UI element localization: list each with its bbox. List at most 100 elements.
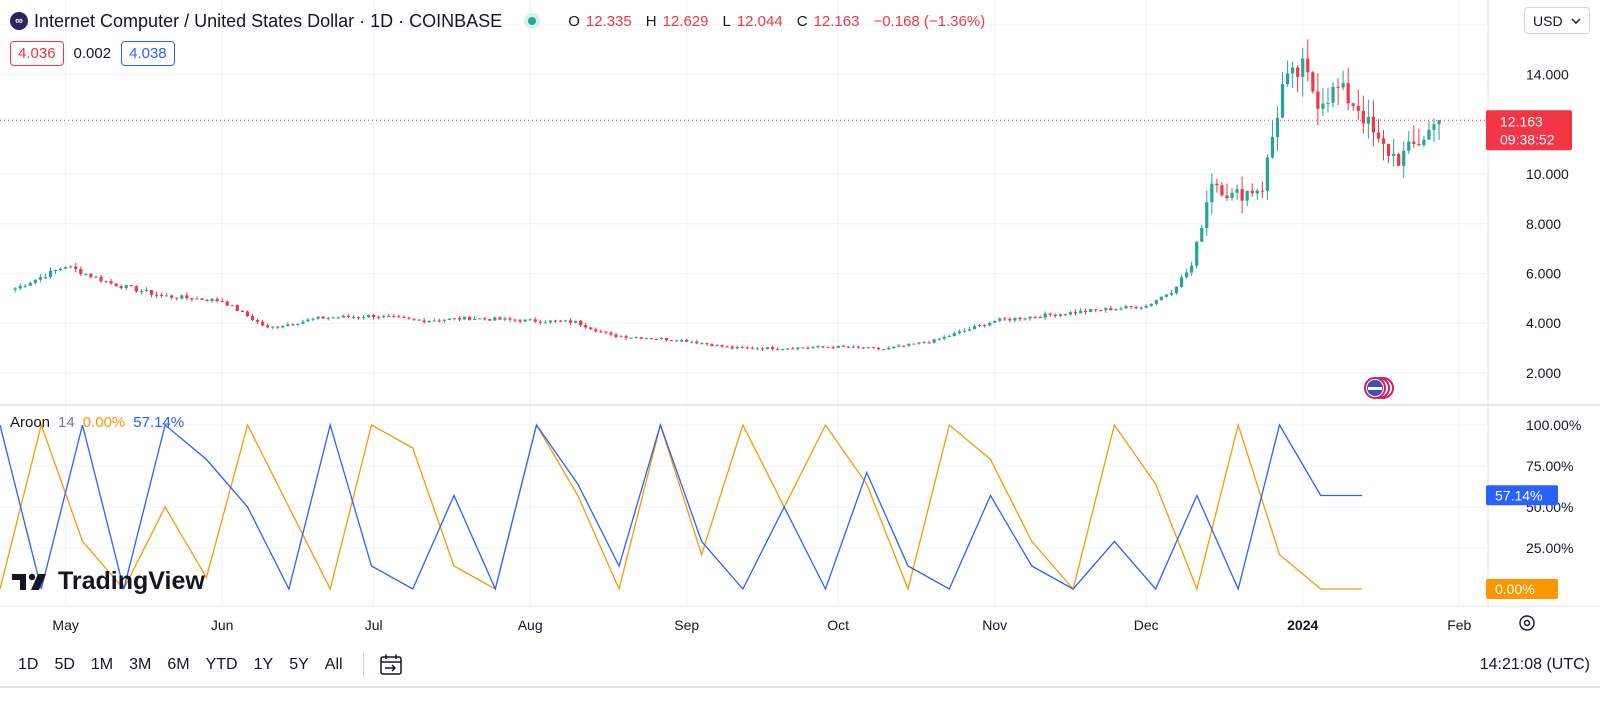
candle-body (846, 346, 850, 348)
tradingview-icon (12, 573, 46, 590)
candle-body (1412, 141, 1416, 144)
candle-body (1078, 310, 1083, 314)
aroon-length: 14 (58, 414, 75, 431)
candle-body (301, 321, 305, 324)
utc-clock[interactable]: 14:21:08 (UTC) (1479, 656, 1590, 673)
time-tick-label: Aug (518, 617, 543, 633)
candle-body (1008, 319, 1012, 321)
price-candle (619, 334, 623, 338)
price-candle (1053, 313, 1057, 318)
candle-body (296, 323, 300, 325)
candle-body (341, 315, 345, 318)
price-candle (1260, 181, 1264, 199)
range-5y-button[interactable]: 5Y (289, 656, 309, 673)
aroon-tick-label: 25.00% (1526, 540, 1573, 556)
price-candle (579, 319, 583, 328)
candle-body (18, 285, 22, 289)
price-candle (407, 316, 411, 320)
market-status-icon[interactable] (524, 13, 541, 29)
range-1d-button[interactable]: 1D (18, 656, 39, 673)
candle-body (983, 324, 987, 326)
aroon-up-line (0, 422, 1362, 592)
currency-label: USD (1533, 12, 1563, 29)
price-candle (735, 345, 739, 350)
candle-body (972, 326, 977, 330)
candle-body (170, 295, 174, 298)
candle-body (165, 295, 169, 297)
price-candle (1139, 306, 1143, 311)
candle-body (377, 317, 381, 319)
range-3m-button[interactable]: 3M (129, 656, 152, 673)
currency-select[interactable]: USD (1524, 7, 1590, 34)
price-candle (1149, 303, 1153, 307)
price-candle (1351, 102, 1355, 111)
price-candle (170, 294, 174, 300)
candle-body (932, 339, 936, 343)
chart-area[interactable]: 16.00014.00012.00010.0008.0006.0004.0002… (0, 0, 1600, 645)
price-candle (38, 273, 42, 283)
price-candle (200, 297, 204, 301)
price-candle (538, 319, 542, 326)
range-1m-button[interactable]: 1M (90, 656, 114, 673)
buy-button[interactable]: 4.038 (121, 41, 175, 66)
candle-body (594, 329, 598, 332)
goto-date-icon[interactable] (378, 653, 404, 677)
price-candle (361, 315, 366, 320)
candle-body (543, 322, 547, 324)
price-candle (94, 275, 98, 278)
candle-body (1114, 309, 1118, 311)
price-candle (826, 346, 830, 349)
range-6m-button[interactable]: 6M (167, 656, 190, 673)
symbol-title[interactable]: Internet Computer / United States Dollar… (34, 10, 503, 31)
candle-body (639, 337, 643, 339)
candle-body (876, 347, 881, 350)
price-candle (967, 327, 972, 332)
price-candle (1341, 70, 1345, 91)
candle-body (977, 324, 982, 327)
candle-body (397, 316, 401, 318)
tradingview-logo[interactable]: TradingView (12, 567, 205, 596)
candle-body (568, 320, 573, 323)
candle-body (871, 347, 876, 349)
price-candle (725, 345, 729, 348)
range-all-button[interactable]: All (324, 656, 343, 673)
aroon-tick-label: 100.00% (1526, 417, 1581, 433)
price-candle (1306, 39, 1310, 82)
price-candle (563, 319, 568, 322)
aroon-legend[interactable]: Aroon 14 0.00% 57.14% (10, 414, 184, 431)
open-key: O (568, 12, 580, 30)
price-candle (1129, 305, 1133, 310)
candle-body (796, 347, 800, 350)
price-candle (1215, 178, 1219, 193)
price-candle (876, 347, 881, 351)
candle-body (619, 336, 623, 338)
settings-icon[interactable] (1519, 615, 1535, 631)
candle-body (841, 345, 845, 347)
candle-body (245, 311, 250, 317)
range-5d-button[interactable]: 5D (54, 656, 75, 673)
candle-body (1139, 307, 1143, 309)
sell-button[interactable]: 4.036 (10, 41, 64, 66)
countdown-label: 09:38:52 (1500, 131, 1555, 147)
price-candle (1331, 82, 1335, 108)
price-candle (669, 339, 674, 342)
range-ytd-button[interactable]: YTD (205, 656, 238, 673)
candle-body (356, 316, 361, 318)
candle-body (1356, 105, 1360, 111)
candle-body (467, 316, 472, 321)
candle-body (659, 337, 664, 340)
price-candle (1407, 130, 1411, 154)
candle-body (326, 318, 330, 320)
price-candle (266, 323, 270, 329)
range-1y-button[interactable]: 1Y (253, 656, 274, 673)
price-candle (639, 336, 643, 340)
price-candle (594, 327, 598, 333)
price-candle (1023, 317, 1027, 321)
price-candle (1028, 316, 1032, 321)
time-tick-label: Dec (1134, 617, 1159, 633)
price-candle (609, 330, 613, 337)
candle-body (1220, 185, 1224, 196)
time-tick-label: Nov (982, 617, 1007, 633)
candle-body (139, 291, 143, 293)
range-selector: 1D 5D 1M 3M 6M YTD 1Y 5Y All (10, 656, 351, 674)
